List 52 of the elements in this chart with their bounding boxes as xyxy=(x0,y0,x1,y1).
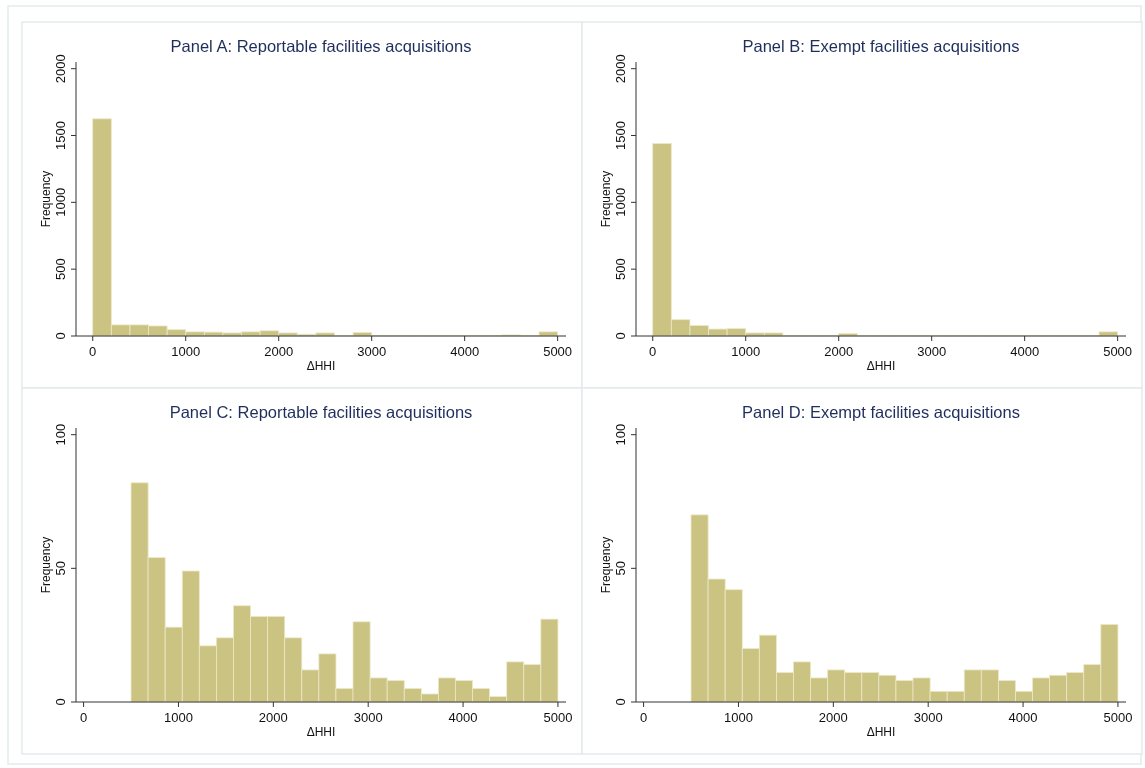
y-tick-label: 100 xyxy=(53,423,68,446)
y-tick-label: 100 xyxy=(613,423,628,446)
y-tick-label: 1500 xyxy=(613,121,628,150)
x-tick-label: 0 xyxy=(649,344,657,359)
x-tick-label: 5000 xyxy=(543,344,573,359)
y-tick-label: 500 xyxy=(53,258,68,281)
y-tick-label: 0 xyxy=(53,332,68,340)
y-tick-label: 1500 xyxy=(53,121,68,150)
x-axis-title: ΔHHI xyxy=(866,359,896,373)
y-tick-label: 2000 xyxy=(53,54,68,84)
x-tick-label: 4000 xyxy=(450,344,480,359)
chart-title: Panel A: Reportable facilities acquisitions xyxy=(170,37,472,55)
x-tick-label: 3000 xyxy=(913,710,943,725)
x-tick-label: 1000 xyxy=(171,344,201,359)
x-tick-label: 1000 xyxy=(731,344,761,359)
x-tick-label: 4000 xyxy=(448,710,478,725)
x-tick-label: 2000 xyxy=(258,710,288,725)
x-axis-title: ΔHHI xyxy=(306,359,336,373)
y-tick-label: 0 xyxy=(53,698,68,706)
x-tick-label: 2000 xyxy=(824,344,854,359)
y-axis-title: Frequency xyxy=(599,536,613,594)
y-tick-label: 1000 xyxy=(53,187,68,217)
x-tick-label: 0 xyxy=(89,344,97,359)
y-axis-title: Frequency xyxy=(39,536,53,594)
x-tick-label: 1000 xyxy=(724,710,753,725)
y-axis-title: Frequency xyxy=(599,170,613,228)
x-tick-label: 5000 xyxy=(1103,344,1133,359)
y-tick-label: 2000 xyxy=(613,54,628,84)
chart-title: Panel B: Exempt facilities acquisitions xyxy=(742,37,1020,55)
y-tick-label: 50 xyxy=(613,561,628,576)
y-tick-label: 0 xyxy=(613,698,628,706)
x-tick-label: 2000 xyxy=(264,344,294,359)
x-tick-label: 0 xyxy=(79,710,88,725)
x-tick-label: 3000 xyxy=(353,710,383,725)
y-tick-label: 1000 xyxy=(613,187,628,217)
x-tick-label: 5000 xyxy=(1103,710,1133,725)
chart-title: Panel C: Reportable facilities acquisitions xyxy=(169,403,473,421)
x-tick-label: 5000 xyxy=(543,710,573,725)
x-tick-label: 4000 xyxy=(1008,710,1038,725)
x-tick-label: 0 xyxy=(639,710,648,725)
chart-title: Panel D: Exempt facilities acquisitions xyxy=(742,403,1020,421)
y-tick-label: 0 xyxy=(613,332,628,340)
y-tick-label: 500 xyxy=(613,258,628,281)
y-tick-label: 50 xyxy=(53,561,68,576)
x-tick-label: 2000 xyxy=(818,710,848,725)
x-tick-label: 1000 xyxy=(164,710,193,725)
y-axis-title: Frequency xyxy=(39,170,53,228)
x-axis-title: ΔHHI xyxy=(866,725,896,739)
x-tick-label: 3000 xyxy=(917,344,947,359)
x-tick-label: 4000 xyxy=(1010,344,1040,359)
x-tick-label: 3000 xyxy=(357,344,387,359)
x-axis-title: ΔHHI xyxy=(306,725,336,739)
